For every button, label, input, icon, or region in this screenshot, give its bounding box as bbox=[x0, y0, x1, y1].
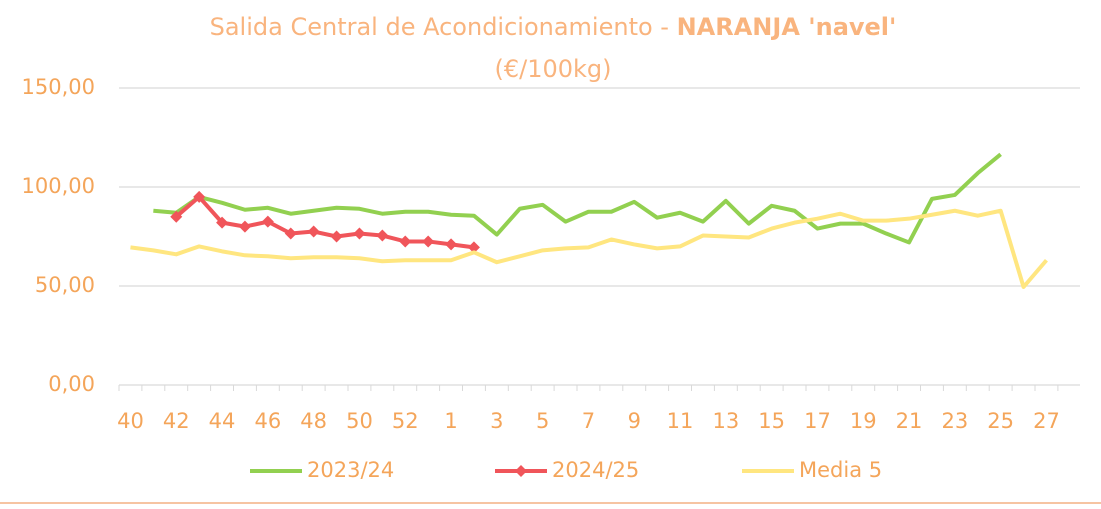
y-tick-label: 50,00 bbox=[35, 273, 95, 297]
x-tick-label: 19 bbox=[850, 409, 877, 433]
x-tick-label: 15 bbox=[758, 409, 785, 433]
x-tick-label: 9 bbox=[628, 409, 641, 433]
x-tick-label: 48 bbox=[300, 409, 327, 433]
x-tick-label: 7 bbox=[582, 409, 595, 433]
y-tick-label: 150,00 bbox=[22, 75, 95, 99]
point-marker bbox=[330, 230, 343, 243]
x-tick-label: 40 bbox=[117, 409, 144, 433]
legend-marker bbox=[515, 465, 527, 477]
point-marker bbox=[399, 235, 412, 248]
point-marker bbox=[216, 216, 229, 229]
chart-title: Salida Central de Acondicionamiento - NA… bbox=[210, 13, 897, 41]
x-tick-label: 13 bbox=[712, 409, 739, 433]
x-tick-label: 50 bbox=[346, 409, 373, 433]
point-marker bbox=[445, 238, 458, 251]
y-tick-label: 0,00 bbox=[48, 372, 95, 396]
x-tick-label: 52 bbox=[392, 409, 419, 433]
point-marker bbox=[467, 241, 480, 254]
x-tick-label: 42 bbox=[163, 409, 190, 433]
legend-label: 2024/25 bbox=[552, 458, 639, 482]
legend-label: Media 5 bbox=[799, 458, 882, 482]
x-tick-label: 23 bbox=[941, 409, 968, 433]
x-tick-label: 17 bbox=[804, 409, 831, 433]
point-marker bbox=[261, 215, 274, 228]
point-marker bbox=[422, 235, 435, 248]
point-marker bbox=[284, 227, 297, 240]
title-part: Salida Central de Acondicionamiento - bbox=[210, 13, 677, 41]
y-tick-label: 100,00 bbox=[22, 174, 95, 198]
x-tick-label: 21 bbox=[896, 409, 923, 433]
chart-subtitle: (€/100kg) bbox=[494, 55, 611, 83]
x-tick-label: 46 bbox=[254, 409, 281, 433]
x-tick-label: 5 bbox=[536, 409, 549, 433]
point-marker bbox=[238, 220, 251, 233]
point-marker bbox=[307, 225, 320, 238]
x-tick-label: 11 bbox=[667, 409, 694, 433]
point-marker bbox=[170, 210, 183, 223]
series-line bbox=[130, 208, 1048, 289]
point-marker bbox=[376, 229, 389, 242]
point-marker bbox=[353, 227, 366, 240]
x-tick-label: 1 bbox=[444, 409, 457, 433]
x-tick-label: 25 bbox=[987, 409, 1014, 433]
series-line bbox=[153, 152, 1002, 245]
x-tick-label: 3 bbox=[490, 409, 503, 433]
x-tick-label: 44 bbox=[209, 409, 236, 433]
title-part: NARANJA 'navel' bbox=[677, 13, 897, 41]
point-marker bbox=[193, 190, 206, 203]
x-tick-label: 27 bbox=[1033, 409, 1060, 433]
legend-label: 2023/24 bbox=[307, 458, 394, 482]
